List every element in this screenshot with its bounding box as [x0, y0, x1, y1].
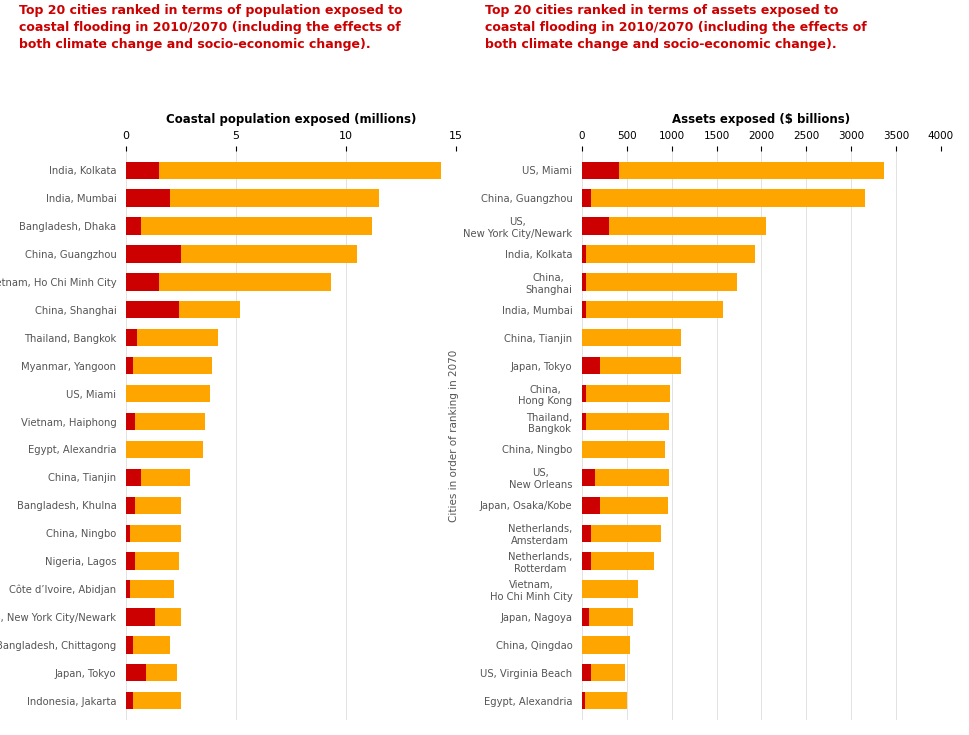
Bar — [126, 190, 379, 207]
Text: Top 20 cities ranked in terms of population exposed to
coastal flooding in 2010/: Top 20 cities ranked in terms of populat… — [19, 4, 402, 51]
Bar — [581, 218, 609, 234]
Bar — [126, 162, 440, 179]
Bar — [126, 664, 145, 681]
Bar — [126, 581, 174, 598]
Bar — [581, 190, 590, 207]
Bar — [126, 218, 141, 234]
X-axis label: Assets exposed ($ billions): Assets exposed ($ billions) — [672, 112, 850, 126]
Bar — [581, 357, 599, 374]
Bar — [581, 162, 883, 179]
Bar — [126, 469, 141, 486]
Bar — [581, 553, 653, 570]
Bar — [126, 218, 372, 234]
Bar — [126, 553, 135, 570]
Bar — [581, 497, 668, 514]
Bar — [126, 301, 178, 318]
Bar — [126, 301, 240, 318]
Bar — [126, 357, 133, 374]
Bar — [581, 609, 633, 625]
Bar — [581, 162, 618, 179]
Bar — [581, 413, 586, 430]
Bar — [581, 497, 599, 514]
Bar — [581, 664, 590, 681]
Bar — [126, 469, 190, 486]
Bar — [581, 692, 584, 709]
Bar — [581, 664, 624, 681]
Bar — [126, 190, 170, 207]
Bar — [581, 525, 590, 542]
Bar — [126, 637, 170, 653]
Bar — [581, 301, 722, 318]
Bar — [126, 329, 218, 346]
Bar — [581, 190, 863, 207]
Bar — [581, 245, 755, 262]
Bar — [581, 218, 766, 234]
Bar — [126, 637, 133, 653]
Bar — [581, 441, 664, 458]
Bar — [126, 441, 203, 458]
Bar — [581, 553, 590, 570]
Bar — [126, 692, 181, 709]
Bar — [126, 525, 181, 542]
Bar — [126, 581, 131, 598]
Bar — [126, 273, 159, 290]
Bar — [581, 245, 586, 262]
Bar — [126, 692, 133, 709]
Bar — [581, 273, 736, 290]
Bar — [581, 469, 669, 486]
Bar — [581, 581, 637, 598]
Bar — [126, 525, 131, 542]
Bar — [126, 413, 205, 430]
Bar — [581, 273, 586, 290]
Bar — [581, 357, 680, 374]
Bar — [581, 692, 626, 709]
Bar — [126, 497, 135, 514]
Bar — [126, 553, 178, 570]
Bar — [126, 497, 181, 514]
Bar — [126, 609, 181, 625]
Bar — [581, 469, 595, 486]
Bar — [126, 385, 209, 402]
Bar — [126, 245, 357, 262]
Bar — [126, 664, 176, 681]
Bar — [126, 273, 330, 290]
Y-axis label: Cities in order of ranking in 2070: Cities in order of ranking in 2070 — [449, 349, 458, 522]
Bar — [581, 609, 588, 625]
Bar — [126, 413, 135, 430]
Bar — [581, 329, 680, 346]
Bar — [126, 357, 211, 374]
Bar — [126, 162, 159, 179]
Bar — [581, 525, 660, 542]
Bar — [126, 609, 154, 625]
Bar — [126, 329, 137, 346]
Bar — [581, 301, 586, 318]
X-axis label: Coastal population exposed (millions): Coastal population exposed (millions) — [166, 112, 416, 126]
Text: Top 20 cities ranked in terms of assets exposed to
coastal flooding in 2010/2070: Top 20 cities ranked in terms of assets … — [484, 4, 866, 51]
Bar — [581, 385, 670, 402]
Bar — [581, 385, 586, 402]
Bar — [126, 245, 181, 262]
Bar — [581, 637, 629, 653]
Bar — [581, 413, 669, 430]
